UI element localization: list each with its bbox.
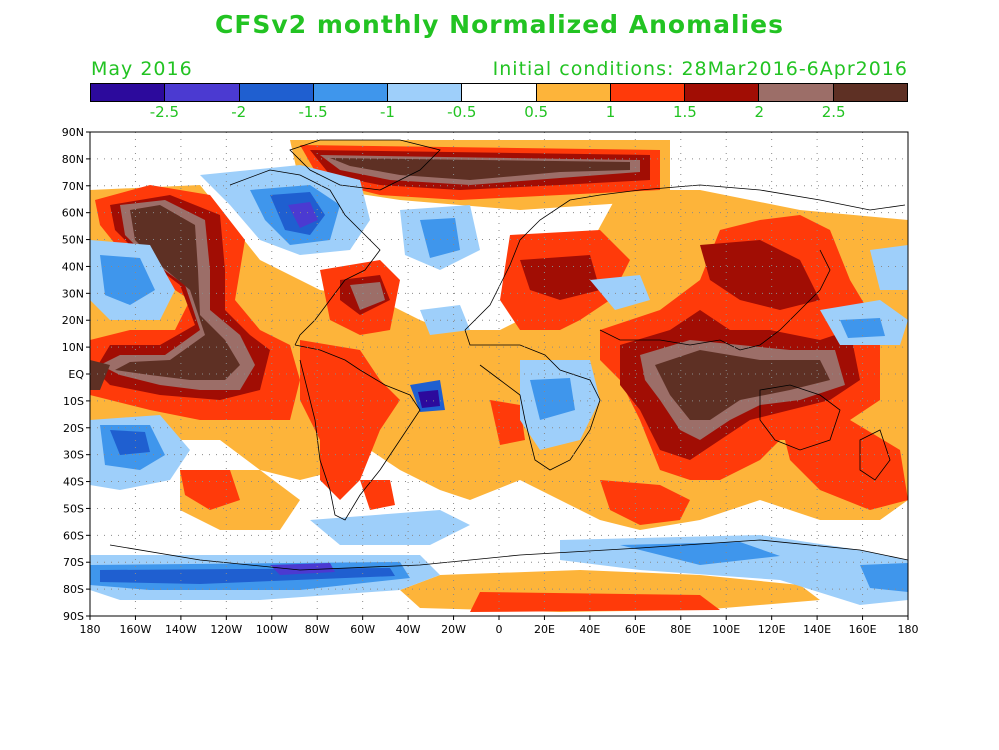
longitude-labels: 180 160W 140W 120W 100W 80W 60W 40W 20W 0 20E 40E 60… xyxy=(80,623,919,636)
lat-label: 90N xyxy=(62,126,84,139)
lon-label: 0 xyxy=(496,623,503,636)
legend-label: -0.5 xyxy=(447,103,477,121)
lat-label: 40N xyxy=(62,260,84,273)
initial-conditions: Initial conditions: 28Mar2016-6Apr2016 xyxy=(492,58,908,80)
lat-label: 10S xyxy=(63,395,84,408)
legend-label: -1.5 xyxy=(298,103,328,121)
lon-label: 140E xyxy=(803,623,831,636)
legend-color-10 xyxy=(833,84,907,101)
lat-label: 80S xyxy=(63,583,84,596)
lat-label: 10N xyxy=(62,341,84,354)
lon-label: 20W xyxy=(441,623,466,636)
anomaly-field xyxy=(90,132,908,616)
lat-label: 70N xyxy=(62,180,84,193)
lon-label: 60E xyxy=(625,623,646,636)
legend-color-8 xyxy=(685,84,760,101)
lon-label: 40W xyxy=(396,623,421,636)
legend-label: 1.5 xyxy=(672,103,697,121)
lat-label: 70S xyxy=(63,556,84,569)
lat-label: 30S xyxy=(63,449,84,462)
lon-label: 160W xyxy=(120,623,152,636)
lat-label: 40S xyxy=(63,476,84,489)
latitude-labels: 90N 80N 70N 60N 50N 40N 30N 20N 10N EQ 10S 20S 30S 40… xyxy=(62,126,85,623)
lon-label: 180 xyxy=(80,623,101,636)
legend-label: -2.5 xyxy=(149,103,179,121)
forecast-month: May 2016 xyxy=(91,58,193,80)
legend-label: 2.5 xyxy=(821,103,846,121)
legend-color-7 xyxy=(610,84,686,101)
coastlines xyxy=(109,139,908,571)
lon-label: 100E xyxy=(712,623,740,636)
lat-label: 80N xyxy=(62,153,84,166)
legend-color-9 xyxy=(759,84,834,101)
legend-color-3 xyxy=(313,84,389,101)
lat-label: 20S xyxy=(63,422,84,435)
lat-label: 60S xyxy=(63,529,84,542)
legend-label: -1 xyxy=(379,103,395,121)
lat-label: 30N xyxy=(62,287,84,300)
legend-color-2 xyxy=(239,84,314,101)
legend-color-0 xyxy=(91,84,166,101)
map-title: CFSv2 monthly Normalized Anomalies xyxy=(215,10,784,39)
lon-label: 20E xyxy=(534,623,555,636)
lon-label: 60W xyxy=(350,623,375,636)
lat-label: 60N xyxy=(62,207,84,220)
lon-label: 80E xyxy=(670,623,691,636)
color-legend-labels: -2.5 -2 -1.5 -1 -0.5 0.5 1 1.5 2 2.5 xyxy=(90,103,908,123)
lat-label: 20N xyxy=(62,314,84,327)
lat-label: 50S xyxy=(63,502,84,515)
legend-color-1 xyxy=(165,84,240,101)
lat-label: 50N xyxy=(62,234,84,247)
lon-label: 140W xyxy=(165,623,197,636)
legend-color-4 xyxy=(388,84,463,101)
legend-label: 0.5 xyxy=(524,103,549,121)
lon-label: 180 xyxy=(898,623,919,636)
lat-label: EQ xyxy=(68,368,84,381)
legend-label: -2 xyxy=(231,103,247,121)
lon-label: 80W xyxy=(305,623,330,636)
lon-label: 100W xyxy=(256,623,288,636)
lat-label: 90S xyxy=(63,610,84,623)
color-legend-bar xyxy=(90,83,908,102)
legend-color-6 xyxy=(536,84,611,101)
legend-color-5 xyxy=(462,84,537,101)
legend-label: 1 xyxy=(605,103,616,121)
lon-label: 120E xyxy=(758,623,786,636)
lon-label: 120W xyxy=(210,623,242,636)
lon-label: 160E xyxy=(849,623,877,636)
legend-label: 2 xyxy=(754,103,765,121)
lon-label: 40E xyxy=(579,623,600,636)
axis-ticks xyxy=(86,131,909,620)
